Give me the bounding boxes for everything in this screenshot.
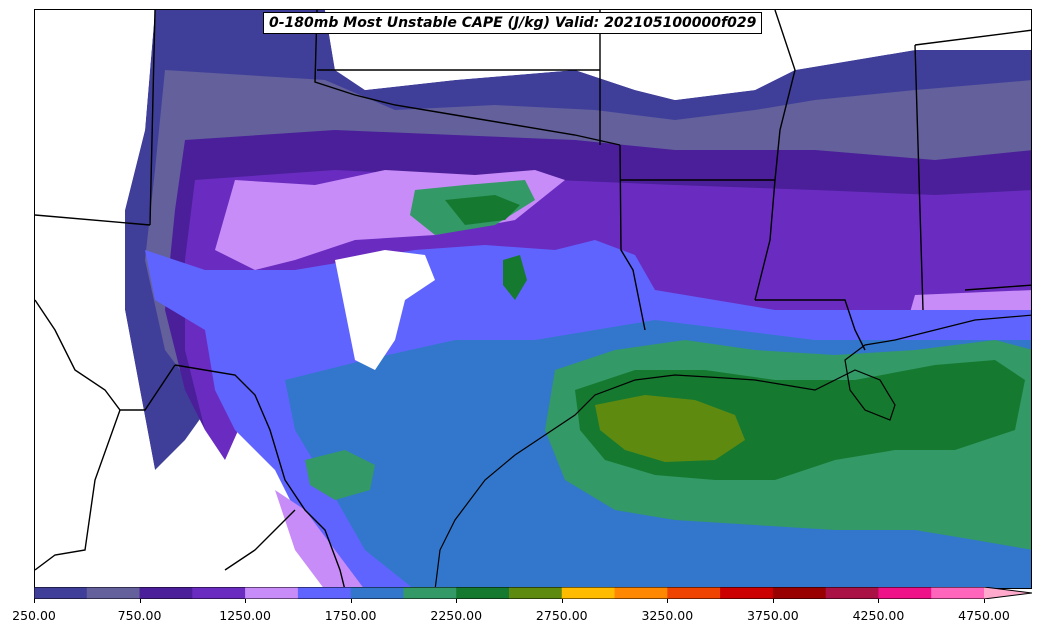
border-red-river bbox=[619, 144, 646, 331]
colorbar-tick-mark bbox=[34, 599, 35, 603]
border-texas-mexico bbox=[174, 364, 346, 588]
cape-map bbox=[35, 10, 1031, 588]
cape-shade-2250-c bbox=[503, 255, 527, 300]
colorbar-extend-arrow bbox=[984, 587, 1032, 599]
colorbar-swatch bbox=[245, 587, 299, 599]
colorbar-tick-label: 250.00 bbox=[12, 608, 56, 623]
colorbar-swatch bbox=[720, 587, 774, 599]
colorbar-tick-label: 1250.00 bbox=[219, 608, 271, 623]
border-mexico-interior-2 bbox=[35, 409, 121, 571]
colorbar-tick-mark bbox=[456, 599, 458, 603]
colorbar-tick-label: 3250.00 bbox=[641, 608, 694, 623]
map-title: 0-180mb Most Unstable CAPE (J/kg) Valid:… bbox=[263, 12, 763, 34]
colorbar-tick-mark bbox=[772, 599, 774, 603]
colorbar-tick-mark bbox=[561, 599, 563, 603]
colorbar-swatch bbox=[456, 587, 510, 599]
border-louisiana-east bbox=[755, 299, 866, 351]
missing-patch-west bbox=[335, 250, 435, 370]
cape-shade-2500 bbox=[595, 395, 745, 462]
colorbar-swatch bbox=[561, 587, 616, 599]
colorbar-tick-mark bbox=[350, 599, 352, 603]
border-florida-panhandle bbox=[964, 284, 1031, 291]
colorbar-swatch bbox=[509, 587, 563, 599]
colorbar-swatch bbox=[403, 587, 457, 599]
colorbar-tick-label: 2750.00 bbox=[535, 608, 588, 623]
colorbar-tick-mark bbox=[139, 599, 141, 603]
coast-texas bbox=[434, 374, 786, 588]
colorbar-swatch bbox=[34, 587, 88, 599]
colorbar-swatch bbox=[931, 587, 985, 599]
border-oklahoma-north bbox=[35, 214, 151, 226]
colorbar-swatch bbox=[350, 587, 404, 599]
colorbar-tick-label: 4250.00 bbox=[852, 608, 905, 623]
colorbar-outline bbox=[34, 587, 1032, 599]
colorbar-tick-label: 2250.00 bbox=[430, 608, 483, 623]
cape-shade-1250-c bbox=[275, 490, 364, 588]
colorbar-swatch bbox=[139, 587, 193, 599]
map-panel bbox=[34, 9, 1032, 589]
border-alabama-georgia bbox=[914, 29, 1031, 46]
colorbar-swatch bbox=[192, 587, 246, 599]
colorbar-swatch bbox=[86, 587, 141, 599]
colorbar-swatch bbox=[667, 587, 721, 599]
border-mexico-interior-1 bbox=[35, 299, 176, 411]
coastline bbox=[434, 314, 1031, 588]
colorbar-tick-mark bbox=[984, 599, 985, 603]
colorbar-tick-label: 4750.00 bbox=[958, 608, 1010, 623]
border-new-mexico-east bbox=[149, 10, 156, 226]
colorbar bbox=[34, 587, 1032, 599]
colorbar-tick-mark bbox=[878, 599, 880, 603]
cape-shade-2250-b bbox=[445, 195, 520, 225]
colorbar-swatch bbox=[772, 587, 827, 599]
colorbar-swatch bbox=[878, 587, 932, 599]
missing-patch-northeast bbox=[775, 10, 1031, 70]
colorbar-swatch bbox=[825, 587, 879, 599]
colorbar-tick-label: 3750.00 bbox=[747, 608, 799, 623]
coast-louisiana bbox=[784, 314, 1031, 421]
missing-patch-northwest bbox=[35, 10, 195, 588]
colorbar-tick-mark bbox=[245, 599, 247, 603]
border-oklahoma-panhandle bbox=[314, 10, 621, 146]
colorbar-swatch bbox=[614, 587, 668, 599]
colorbar-tick-label: 1750.00 bbox=[324, 608, 377, 623]
colorbar-tick-mark bbox=[667, 599, 669, 603]
cape-shade-2000-b bbox=[305, 450, 375, 500]
colorbar-tick-label: 750.00 bbox=[117, 608, 162, 623]
border-mexico-interior-3 bbox=[224, 509, 296, 571]
state-borders bbox=[35, 10, 1031, 588]
colorbar-swatch bbox=[297, 587, 352, 599]
border-arkansas-east bbox=[754, 10, 796, 301]
border-mississippi-alabama bbox=[914, 44, 924, 311]
